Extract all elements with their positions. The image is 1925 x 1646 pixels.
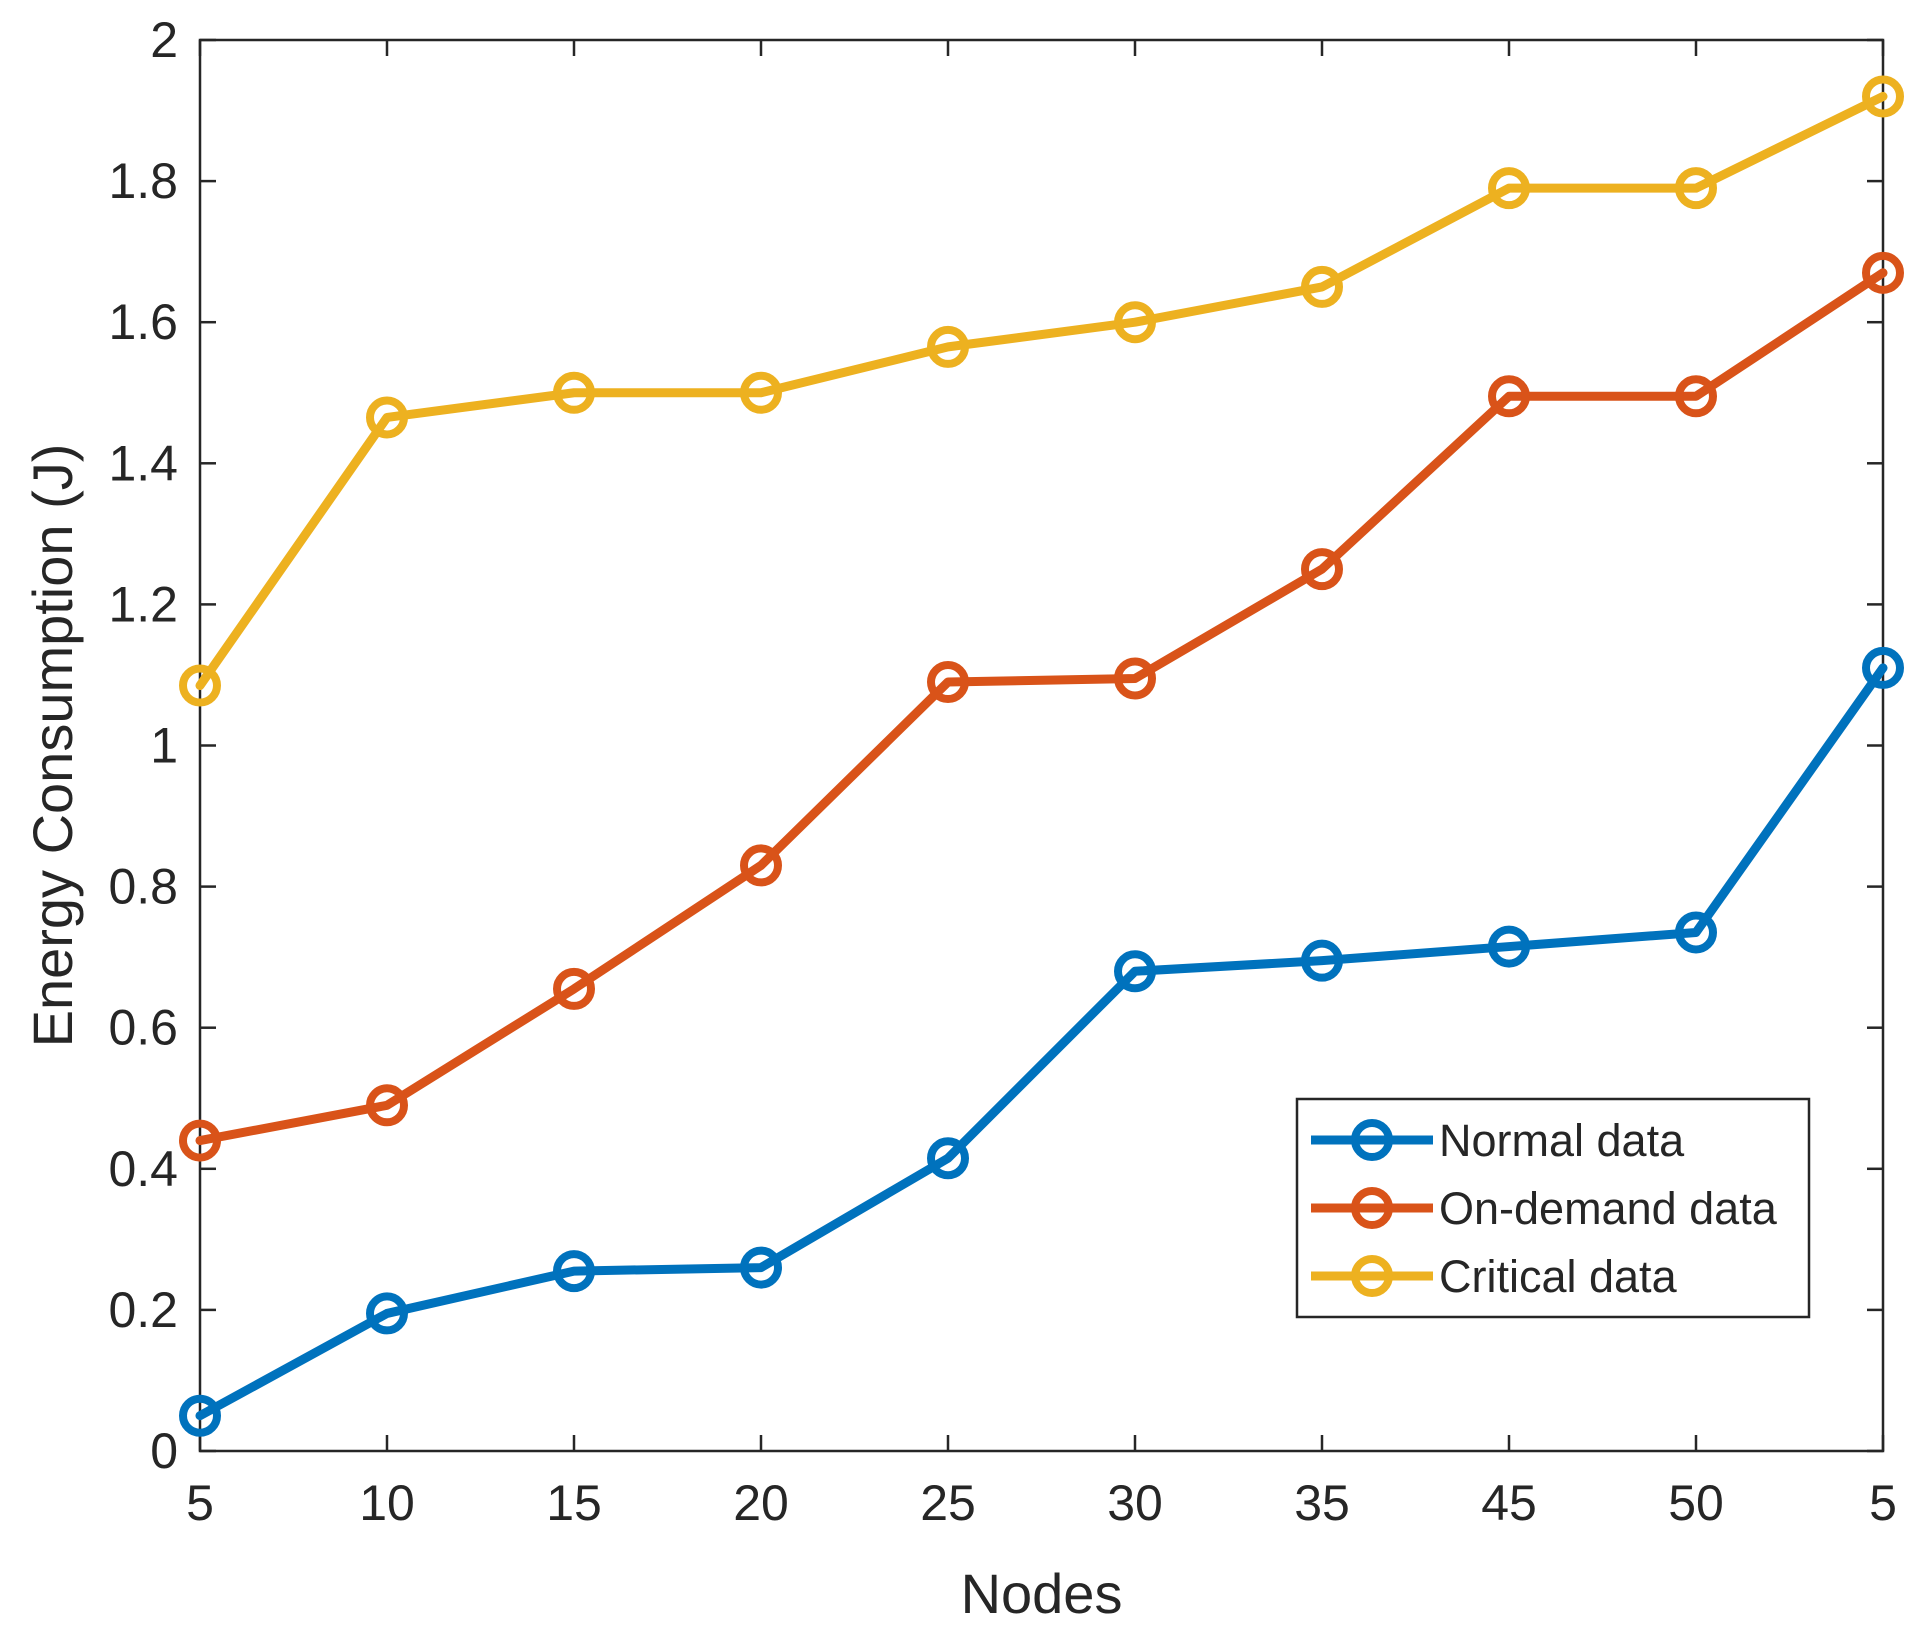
data-point xyxy=(553,967,595,1010)
data-point xyxy=(1301,265,1343,308)
data-point xyxy=(1114,301,1156,344)
data-point xyxy=(366,396,408,439)
data-point xyxy=(740,1246,782,1289)
y-tick-label: 0.2 xyxy=(108,1282,178,1338)
x-tick-label: 25 xyxy=(920,1475,976,1531)
y-tick-label: 1 xyxy=(150,718,178,774)
y-tick-label: 2 xyxy=(150,12,178,68)
legend-label: Critical data xyxy=(1439,1251,1678,1302)
x-tick-label: 15 xyxy=(546,1475,602,1531)
y-tick-label: 0.8 xyxy=(108,859,178,915)
y-tick-label: 1.4 xyxy=(108,435,178,491)
legend-marker xyxy=(1351,1187,1393,1229)
y-tick-label: 0.4 xyxy=(108,1141,178,1197)
series-line xyxy=(195,663,1888,1421)
data-point xyxy=(740,844,782,887)
series-on-demand-data xyxy=(179,251,1904,1162)
y-tick-label: 0 xyxy=(150,1423,178,1479)
legend-label: On-demand data xyxy=(1439,1183,1778,1234)
data-point xyxy=(1114,950,1156,993)
data-point xyxy=(179,664,221,707)
legend: Normal data On-demand data Critical data xyxy=(1295,1097,1811,1319)
data-point xyxy=(553,371,595,414)
data-point xyxy=(1675,911,1717,954)
legend-item: Critical data xyxy=(1311,1251,1678,1302)
legend-item: On-demand data xyxy=(1311,1183,1778,1234)
data-point xyxy=(1862,75,1904,118)
data-point xyxy=(927,325,969,368)
data-point xyxy=(1675,375,1717,418)
data-point xyxy=(1488,375,1530,418)
axes: 00.20.40.60.811.21.41.61.825 10 15 20 25 30 35… xyxy=(108,12,1896,1531)
x-tick-label: 5 xyxy=(1869,1475,1897,1531)
y-axis-title: Energy Consumption (J) xyxy=(21,444,84,1048)
series-normal-data xyxy=(179,646,1904,1437)
series-line xyxy=(195,268,1888,1146)
legend-item: Normal data xyxy=(1311,1115,1685,1166)
data-point xyxy=(1301,939,1343,982)
y-tick-label: 1.8 xyxy=(108,153,178,209)
x-axis-title: Nodes xyxy=(961,1562,1123,1625)
y-tick-label: 0.6 xyxy=(108,1000,178,1056)
data-point xyxy=(1488,925,1530,968)
legend-marker xyxy=(1351,1119,1393,1161)
legend-label: Normal data xyxy=(1439,1115,1685,1166)
x-tick-label: 35 xyxy=(1294,1475,1350,1531)
x-tick-label: 45 xyxy=(1481,1475,1537,1531)
y-tick-label: 1.2 xyxy=(108,576,178,632)
data-point xyxy=(1862,251,1904,294)
series-line xyxy=(195,91,1888,691)
series-critical-data xyxy=(179,75,1904,707)
data-point xyxy=(366,1084,408,1127)
data-point xyxy=(927,1137,969,1180)
data-point xyxy=(740,371,782,414)
series-layer xyxy=(179,75,1904,1437)
data-point xyxy=(1862,646,1904,689)
x-tick-label: 50 xyxy=(1668,1475,1724,1531)
data-point xyxy=(366,1292,408,1335)
x-tick-label: 5 xyxy=(186,1475,214,1531)
y-tick-label: 1.6 xyxy=(108,294,178,350)
data-point xyxy=(927,661,969,704)
x-tick-label: 30 xyxy=(1107,1475,1163,1531)
x-tick-label: 10 xyxy=(359,1475,415,1531)
x-tick-label: 20 xyxy=(733,1475,789,1531)
data-point xyxy=(1301,548,1343,591)
legend-marker xyxy=(1351,1255,1393,1297)
data-point xyxy=(1114,657,1156,700)
data-point xyxy=(1488,167,1530,210)
data-point xyxy=(1675,167,1717,210)
data-point xyxy=(553,1250,595,1293)
data-point xyxy=(179,1394,221,1437)
data-point xyxy=(179,1119,221,1162)
